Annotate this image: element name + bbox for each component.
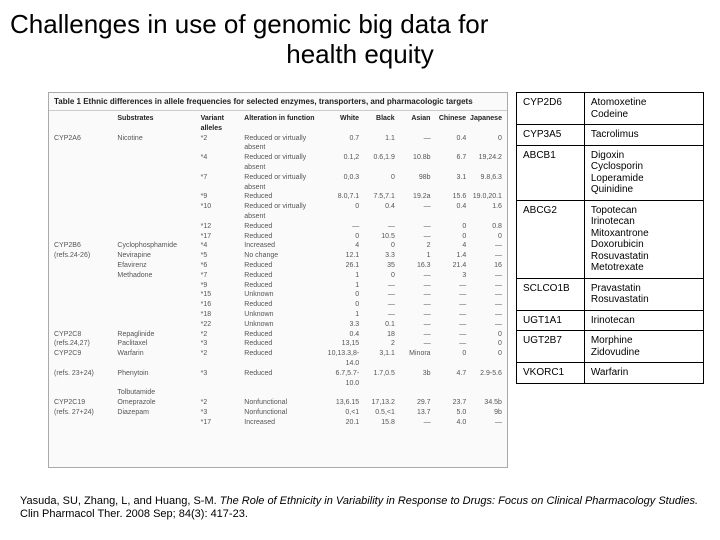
- gene-drug-table: CYP2D6AtomoxetineCodeineCYP3A5Tacrolimus…: [516, 92, 704, 384]
- gene-drug-row: ABCG2TopotecanIrinotecanMitoxantroneDoxo…: [517, 200, 704, 278]
- citation-authors: Yasuda, SU, Zhang, L, and Huang, S-M.: [20, 495, 220, 507]
- drugs-cell: DigoxinCyclosporinLoperamideQuinidine: [584, 145, 703, 200]
- gene-drug-row: CYP3A5Tacrolimus: [517, 125, 704, 146]
- drugs-cell: Warfarin: [584, 363, 703, 384]
- drugs-cell: MorphineZidovudine: [584, 331, 703, 363]
- gene-drug-row: ABCB1DigoxinCyclosporinLoperamideQuinidi…: [517, 145, 704, 200]
- gene-drug-row: CYP2D6AtomoxetineCodeine: [517, 93, 704, 125]
- figure-body: SubstratesVariant allelesAlteration in f…: [49, 111, 507, 431]
- gene-cell: ABCG2: [517, 200, 585, 278]
- figure-caption: Table 1 Ethnic differences in allele fre…: [49, 93, 507, 111]
- gene-cell: SCLCO1B: [517, 278, 585, 310]
- gene-drug-row: SCLCO1BPravastatinRosuvastatin: [517, 278, 704, 310]
- drugs-cell: Irinotecan: [584, 310, 703, 331]
- slide-title: Challenges in use of genomic big data fo…: [0, 0, 720, 76]
- gene-drug-row: UGT2B7MorphineZidovudine: [517, 331, 704, 363]
- drugs-cell: TopotecanIrinotecanMitoxantroneDoxorubic…: [584, 200, 703, 278]
- gene-cell: CYP2D6: [517, 93, 585, 125]
- gene-cell: CYP3A5: [517, 125, 585, 146]
- title-line-2: health equity: [10, 40, 710, 70]
- gene-drug-row: VKORC1Warfarin: [517, 363, 704, 384]
- drugs-cell: PravastatinRosuvastatin: [584, 278, 703, 310]
- allele-frequency-table-figure: Table 1 Ethnic differences in allele fre…: [48, 92, 508, 468]
- gene-cell: UGT1A1: [517, 310, 585, 331]
- gene-cell: VKORC1: [517, 363, 585, 384]
- citation-journal: Clin Pharmacol Ther. 2008 Sep; 84(3): 41…: [20, 508, 248, 520]
- drugs-cell: Tacrolimus: [584, 125, 703, 146]
- citation-title: The Role of Ethnicity in Variability in …: [220, 495, 698, 507]
- gene-cell: UGT2B7: [517, 331, 585, 363]
- gene-cell: ABCB1: [517, 145, 585, 200]
- drugs-cell: AtomoxetineCodeine: [584, 93, 703, 125]
- gene-drug-row: UGT1A1Irinotecan: [517, 310, 704, 331]
- citation: Yasuda, SU, Zhang, L, and Huang, S-M. Th…: [20, 495, 700, 523]
- title-line-1: Challenges in use of genomic big data fo…: [10, 10, 710, 40]
